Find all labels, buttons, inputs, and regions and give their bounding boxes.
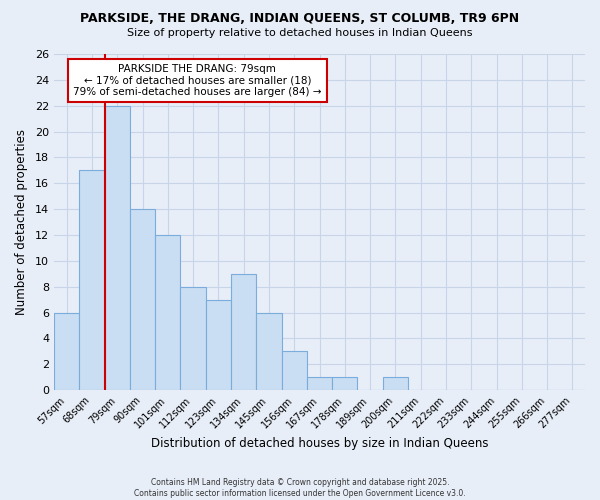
Bar [307,378,332,390]
Text: PARKSIDE THE DRANG: 79sqm
← 17% of detached houses are smaller (18)
79% of semi-: PARKSIDE THE DRANG: 79sqm ← 17% of detac… [73,64,322,98]
Bar [104,106,130,390]
Bar [332,378,358,390]
Bar [79,170,104,390]
X-axis label: Distribution of detached houses by size in Indian Queens: Distribution of detached houses by size … [151,437,488,450]
Text: Size of property relative to detached houses in Indian Queens: Size of property relative to detached ho… [127,28,473,38]
Bar [383,378,408,390]
Bar [206,300,231,390]
Bar [54,312,79,390]
Text: Contains HM Land Registry data © Crown copyright and database right 2025.
Contai: Contains HM Land Registry data © Crown c… [134,478,466,498]
Bar [130,209,155,390]
Y-axis label: Number of detached properties: Number of detached properties [15,129,28,315]
Bar [281,352,307,390]
Bar [256,312,281,390]
Bar [181,286,206,390]
Bar [231,274,256,390]
Text: PARKSIDE, THE DRANG, INDIAN QUEENS, ST COLUMB, TR9 6PN: PARKSIDE, THE DRANG, INDIAN QUEENS, ST C… [80,12,520,26]
Bar [155,235,181,390]
